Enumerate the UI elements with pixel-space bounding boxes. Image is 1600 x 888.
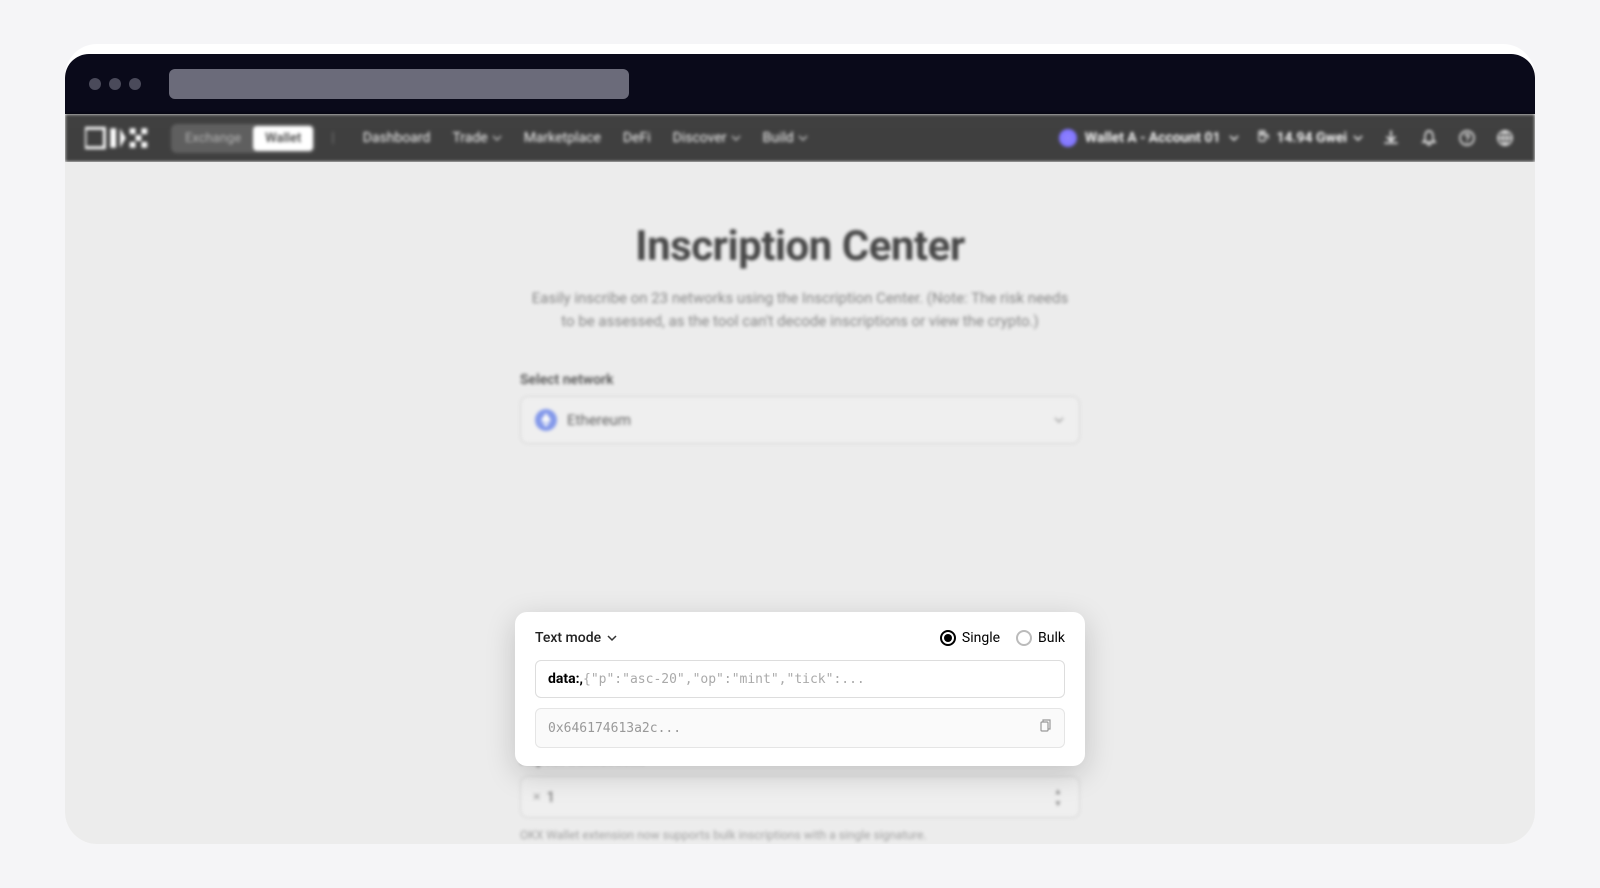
network-label: Select network (520, 372, 1080, 388)
network-field: Select network Ethereum (520, 372, 1080, 444)
network-select[interactable]: Ethereum (520, 396, 1080, 444)
chevron-down-icon (607, 633, 617, 643)
repeat-prefix: × (533, 789, 540, 805)
hex-output: 0x646174613a2c... (535, 708, 1065, 748)
hex-value: 0x646174613a2c... (548, 721, 681, 736)
globe-icon[interactable] (1495, 128, 1515, 148)
wallet-selector[interactable]: Wallet A - Account 01 (1059, 129, 1239, 147)
main-nav: Dashboard Trade Marketplace DeFi Discove… (363, 130, 808, 146)
header-right: Wallet A - Account 01 14.94 Gwei (1059, 128, 1515, 148)
radio-dot-selected-icon (940, 630, 956, 646)
page-subtitle: Easily inscribe on 23 networks using the… (530, 287, 1070, 332)
gas-display[interactable]: 14.94 Gwei (1257, 129, 1364, 147)
repeat-stepper[interactable]: × 1 ▲ ▼ (520, 776, 1080, 818)
nav-trade-label: Trade (452, 130, 487, 146)
nav-dashboard[interactable]: Dashboard (363, 130, 431, 146)
toggle-wallet[interactable]: Wallet (253, 126, 313, 151)
mode-row: Text mode Single Bulk (535, 630, 1065, 646)
chevron-down-icon (1229, 133, 1239, 143)
wallet-avatar-icon (1059, 129, 1077, 147)
ethereum-icon (535, 409, 557, 431)
traffic-maximize[interactable] (129, 78, 141, 90)
chevron-down-icon (731, 133, 741, 143)
okx-logo[interactable] (85, 126, 155, 150)
app-header: Exchange Wallet | Dashboard Trade Market… (65, 114, 1535, 162)
download-icon[interactable] (1381, 128, 1401, 148)
nav-discover-label: Discover (673, 130, 727, 146)
stepper-up[interactable]: ▲ (1049, 785, 1067, 797)
url-bar[interactable] (169, 69, 629, 99)
gas-pump-icon (1257, 129, 1271, 147)
text-mode-label: Text mode (535, 630, 601, 646)
helper-text: OKX Wallet extension now supports bulk i… (520, 828, 1080, 842)
browser-window: Exchange Wallet | Dashboard Trade Market… (65, 44, 1535, 844)
data-placeholder: {"p":"asc-20","op":"mint","tick":... (583, 672, 865, 687)
traffic-close[interactable] (89, 78, 101, 90)
help-icon[interactable] (1457, 128, 1477, 148)
chevron-down-icon (798, 133, 808, 143)
network-value: Ethereum (567, 411, 1043, 429)
inscription-data-input[interactable]: data:,{"p":"asc-20","op":"mint","tick":.… (535, 660, 1065, 698)
repeat-value: 1 (546, 788, 1049, 806)
gas-value: 14.94 Gwei (1277, 130, 1348, 146)
single-bulk-radio-group: Single Bulk (940, 630, 1065, 646)
copy-icon[interactable] (1038, 719, 1052, 737)
nav-trade[interactable]: Trade (452, 130, 501, 146)
main-content: Inscription Center Easily inscribe on 23… (520, 162, 1080, 444)
text-mode-select[interactable]: Text mode (535, 630, 617, 646)
mode-toggle: Exchange Wallet (171, 124, 315, 153)
inscription-input-card: Text mode Single Bulk data:,{"p":"asc-20… (515, 612, 1085, 766)
nav-separator: | (331, 130, 334, 146)
page-title: Inscription Center (520, 222, 1080, 271)
nav-discover[interactable]: Discover (673, 130, 741, 146)
chevron-down-icon (1053, 411, 1065, 430)
stepper-down[interactable]: ▼ (1049, 797, 1067, 809)
wallet-label: Wallet A - Account 01 (1085, 130, 1221, 146)
stepper-controls: ▲ ▼ (1049, 785, 1067, 809)
nav-marketplace[interactable]: Marketplace (524, 130, 601, 146)
bell-icon[interactable] (1419, 128, 1439, 148)
radio-bulk[interactable]: Bulk (1016, 630, 1065, 646)
radio-dot-unselected-icon (1016, 630, 1032, 646)
nav-build[interactable]: Build (763, 130, 808, 146)
nav-defi[interactable]: DeFi (623, 130, 651, 146)
radio-single[interactable]: Single (940, 630, 1000, 646)
nav-build-label: Build (763, 130, 794, 146)
radio-single-label: Single (962, 630, 1000, 646)
chevron-down-icon (492, 133, 502, 143)
toggle-exchange[interactable]: Exchange (173, 126, 253, 151)
data-prefix: data:, (548, 671, 583, 687)
radio-bulk-label: Bulk (1038, 630, 1065, 646)
traffic-minimize[interactable] (109, 78, 121, 90)
page-body: Inscription Center Easily inscribe on 23… (65, 162, 1535, 844)
chevron-down-icon (1353, 133, 1363, 143)
browser-chrome (65, 54, 1535, 114)
